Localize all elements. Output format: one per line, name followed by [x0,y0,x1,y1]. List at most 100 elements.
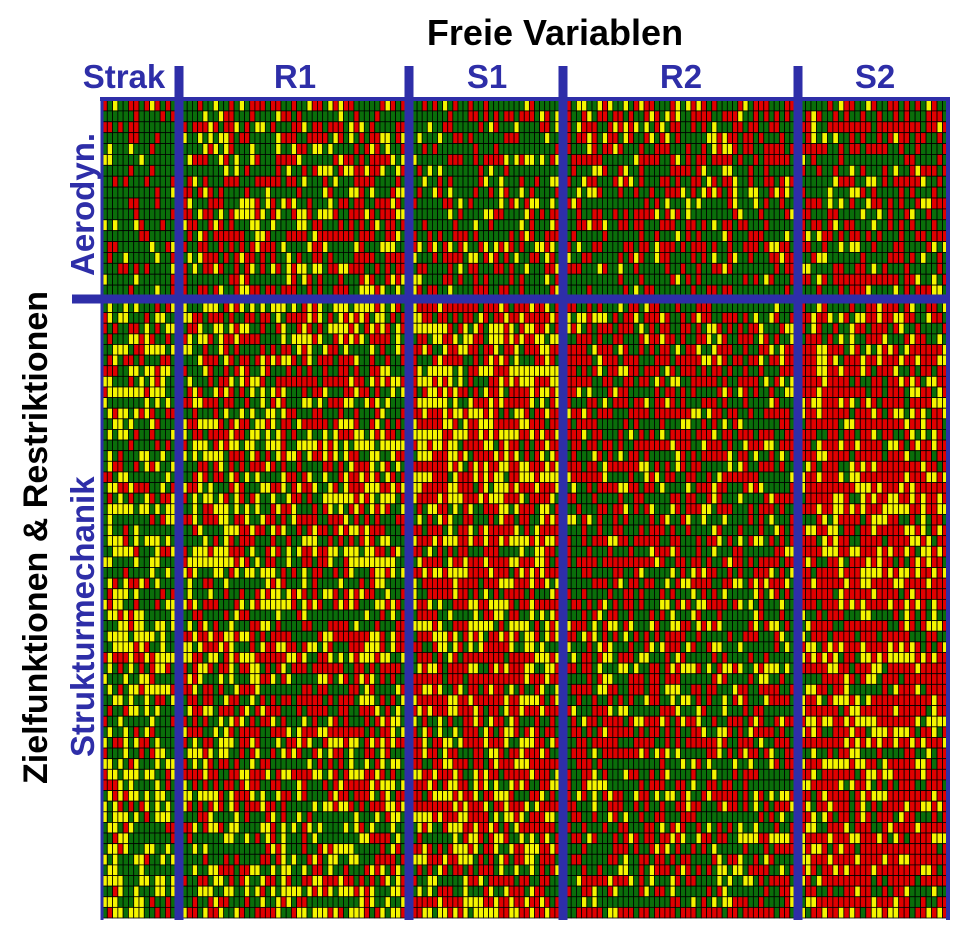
heatmap-cell [363,219,370,232]
heatmap-cell [887,252,894,264]
heatmap-cell [648,252,655,264]
heatmap-cell [254,567,261,579]
heatmap-cell [384,397,391,409]
heatmap-cell [664,252,671,264]
heatmap-cell [238,164,245,177]
heatmap-cell [859,99,867,112]
heatmap-cell [337,418,344,430]
heatmap-cell [622,208,629,221]
heatmap-cell [202,471,209,483]
heatmap-cell [363,439,370,452]
heatmap-cell [570,121,577,134]
heatmap-cell [726,99,733,112]
heatmap-cell [117,219,124,232]
heatmap-cell [223,407,230,420]
heatmap-cell [513,110,520,123]
heatmap-cell [353,439,360,452]
heatmap-cell [936,121,943,134]
heatmap-cell [773,121,780,134]
heatmap-cell [337,503,344,515]
heatmap-cell [914,110,921,123]
heatmap-cell [186,598,193,611]
heatmap-cell [249,567,256,579]
heatmap-cell [327,333,334,345]
heatmap-cell [143,312,150,324]
heatmap-cell [154,175,161,188]
heatmap-cell [664,143,671,155]
heatmap-cell [508,230,515,242]
heatmap-cell [685,284,692,297]
heatmap-cell [805,186,812,199]
heatmap-cell [914,284,921,297]
heatmap-cell [374,121,381,134]
heatmap-cell [197,514,204,526]
heatmap-cell [752,99,759,112]
heatmap-cell [374,450,381,462]
heatmap-cell [301,219,308,232]
heatmap-cell [513,121,520,134]
heatmap-cell [117,312,124,324]
heatmap-cell [363,397,370,409]
heatmap-cell [669,197,676,210]
heatmap-cell [106,662,113,675]
heatmap-cell [249,186,256,199]
heatmap-cell [106,598,113,611]
heatmap-cell [805,164,812,177]
heatmap-cell [695,262,702,275]
heatmap-cell [654,273,661,286]
heatmap-cell [202,407,209,420]
heatmap-cell [379,482,386,494]
heatmap-cell [128,230,135,242]
heatmap-cell [726,230,733,242]
heatmap-cell [244,482,251,494]
column-group-label-s1: S1 [466,58,508,95]
heatmap-cell [528,262,535,275]
heatmap-cell [332,208,339,221]
heatmap-cell [138,252,145,264]
heatmap-cell [628,284,635,297]
heatmap-cell [732,262,739,275]
heatmap-cell [389,577,396,590]
heatmap-cell [395,535,402,547]
heatmap-cell [117,535,124,547]
heatmap-cell [752,241,759,253]
heatmap-cell [212,99,219,112]
heatmap-cell [607,284,614,297]
heatmap-cell [508,262,515,275]
heatmap-cell [859,197,867,210]
heatmap-cell [865,262,872,275]
heatmap-cell [238,219,245,232]
heatmap-cell [238,535,245,547]
heatmap-cell [112,545,119,558]
heatmap-cell [165,832,172,845]
heatmap-cell [133,301,140,314]
heatmap-cell [348,439,355,452]
heatmap-cell [223,154,230,166]
heatmap-cell [186,630,193,643]
heatmap-cell [223,397,230,409]
heatmap-cell [602,143,609,155]
heatmap-cell [865,219,872,232]
heatmap-cell [669,284,676,297]
heatmap-cell [117,121,124,134]
heatmap-cell [457,99,464,112]
heatmap-cell [270,375,277,388]
heatmap-cell [925,110,932,123]
heatmap-cell [122,662,129,675]
heatmap-cell [117,800,124,813]
heatmap-cell [249,407,256,420]
heatmap-cell [264,375,271,388]
heatmap-cell [348,386,355,398]
heatmap-cell [223,175,230,188]
heatmap-cell [238,397,245,409]
heatmap-cell [306,322,313,335]
heatmap-cell [612,219,619,232]
heatmap-cell [133,418,140,430]
heatmap-cell [233,301,240,314]
heatmap-cell [784,208,791,221]
heatmap-cell [881,99,889,112]
heatmap-cell [602,284,609,297]
heatmap-cell [816,175,823,188]
heatmap-cell [680,132,687,144]
heatmap-cell [389,556,396,568]
